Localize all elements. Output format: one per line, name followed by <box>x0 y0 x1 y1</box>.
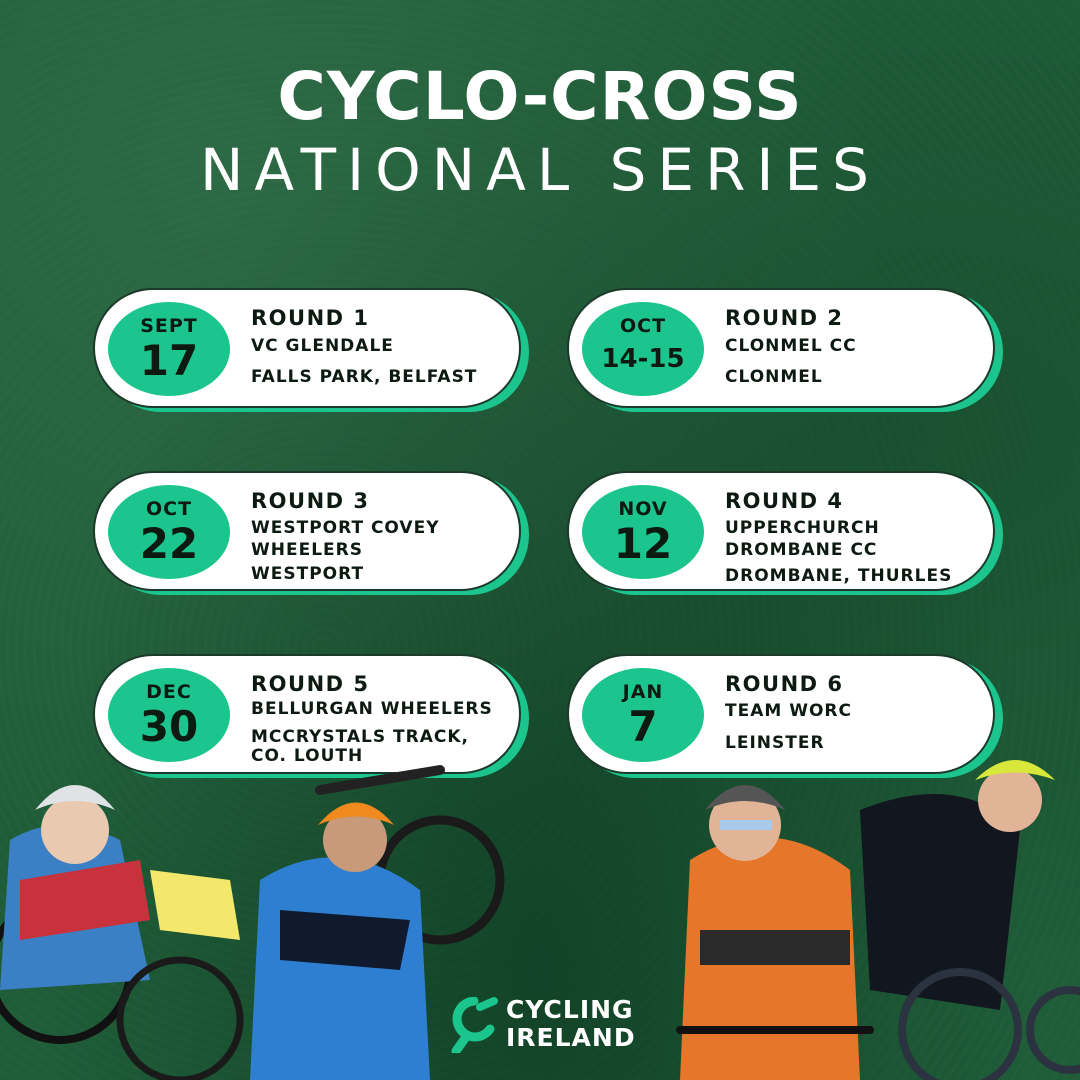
date-day: 7 <box>628 702 658 751</box>
round-title: ROUND 6 <box>725 672 844 696</box>
round-venue: FALLS PARK, BELFAST <box>251 367 478 387</box>
logo-line-2: IRELAND <box>506 1023 636 1052</box>
round-title: ROUND 2 <box>725 306 844 330</box>
rider-photo-left-2 <box>250 765 505 1080</box>
date-badge: OCT 14-15 <box>582 302 704 396</box>
round-venue: LEINSTER <box>725 733 825 753</box>
round-card-3: OCT 22 ROUND 3 WESTPORT COVEY WHEELERS W… <box>93 471 529 595</box>
round-venue: DROMBANE, THURLES <box>725 566 953 586</box>
round-card-5: DEC 30 ROUND 5 BELLURGAN WHEELERS MCCRYS… <box>93 654 529 778</box>
date-day: 17 <box>139 336 199 385</box>
date-month: OCT <box>619 315 667 337</box>
date-day: 30 <box>139 702 199 751</box>
cycling-ireland-logo-icon <box>451 997 498 1053</box>
date-badge: DEC 30 <box>108 668 230 762</box>
date-month: NOV <box>618 498 668 520</box>
round-venue-line-1: MCCRYSTALS TRACK, <box>251 727 469 747</box>
round-title: ROUND 1 <box>251 306 370 330</box>
round-title: ROUND 3 <box>251 489 370 513</box>
logo-line-1: CYCLING <box>506 995 634 1024</box>
date-day: 12 <box>613 519 673 568</box>
rider-photo-right-1 <box>676 785 874 1080</box>
round-venue: WESTPORT <box>251 564 365 584</box>
round-club-line-1: UPPERCHURCH <box>725 518 880 538</box>
rider-photos <box>0 760 1080 1080</box>
date-badge: SEPT 17 <box>108 302 230 396</box>
rider-photo-right-2 <box>860 760 1080 1080</box>
round-club: CLONMEL CC <box>725 336 857 356</box>
round-club: VC GLENDALE <box>251 336 394 356</box>
round-card-6: JAN 7 ROUND 6 TEAM WORC LEINSTER <box>567 654 1003 778</box>
date-day: 14-15 <box>601 344 685 374</box>
date-month: DEC <box>146 681 192 703</box>
title-line-2: NATIONAL SERIES <box>200 136 880 204</box>
date-month: OCT <box>145 498 193 520</box>
round-venue-line-2: CO. LOUTH <box>251 746 364 766</box>
date-month: JAN <box>622 681 664 703</box>
round-venue: CLONMEL <box>725 367 823 387</box>
title-line-1: CYCLO-CROSS <box>277 58 803 135</box>
rider-photo-left-1 <box>0 785 244 1080</box>
round-title: ROUND 4 <box>725 489 844 513</box>
date-badge: JAN 7 <box>582 668 704 762</box>
date-month: SEPT <box>140 315 198 337</box>
round-title: ROUND 5 <box>251 672 370 696</box>
round-club: BELLURGAN WHEELERS <box>251 699 493 719</box>
round-card-1: SEPT 17 ROUND 1 VC GLENDALE FALLS PARK, … <box>93 288 529 412</box>
round-card-2: OCT 14-15 ROUND 2 CLONMEL CC CLONMEL <box>567 288 1003 412</box>
round-club-line-2: WHEELERS <box>251 540 363 560</box>
date-day: 22 <box>139 519 199 568</box>
date-badge: NOV 12 <box>582 485 704 579</box>
cycling-ireland-logo: CYCLING IRELAND <box>450 995 650 1055</box>
round-club-line-2: DROMBANE CC <box>725 540 878 560</box>
round-club-line-1: WESTPORT COVEY <box>251 518 440 538</box>
round-card-4: NOV 12 ROUND 4 UPPERCHURCH DROMBANE CC D… <box>567 471 1003 595</box>
date-badge: OCT 22 <box>108 485 230 579</box>
round-club: TEAM WORC <box>725 701 852 721</box>
